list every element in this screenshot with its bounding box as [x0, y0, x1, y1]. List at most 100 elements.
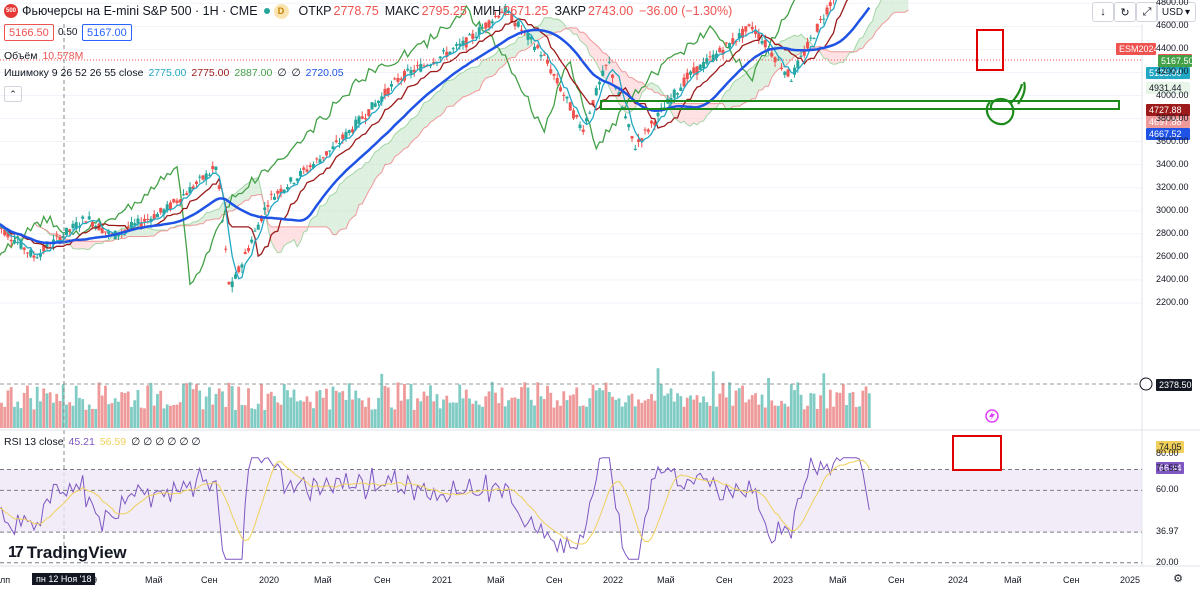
volume-bar	[471, 403, 475, 428]
volume-bar	[780, 400, 783, 428]
candle-body	[12, 240, 16, 244]
volume-bar	[503, 406, 507, 428]
candle-body	[25, 252, 29, 254]
volume-bar	[3, 406, 7, 428]
volume-bar	[182, 383, 185, 428]
candle-body	[168, 202, 172, 210]
cursor-date-label: пн 12 Ноя '18	[32, 573, 96, 585]
volume-bar	[172, 405, 176, 428]
candle-body	[246, 247, 250, 252]
candle-body	[516, 21, 520, 27]
volume-bar	[347, 383, 351, 428]
candle-body	[799, 55, 803, 57]
volume-bar	[442, 399, 445, 428]
candle-body	[402, 70, 406, 81]
volume-bar	[409, 383, 413, 428]
candle-body	[162, 209, 166, 215]
candle-body	[321, 157, 325, 159]
tradingview-mark-icon: 17	[8, 544, 24, 561]
volume-bar	[185, 383, 189, 428]
rsi-legend[interactable]: RSI 13 close 45.21 56.59 ∅ ∅ ∅ ∅ ∅ ∅	[4, 436, 201, 448]
candle-body	[474, 36, 478, 38]
y-axis-tick: 4200.00	[1156, 66, 1189, 77]
ichimoku-cloud-segment	[836, 51, 841, 64]
candle-body	[172, 199, 176, 203]
ichimoku-cloud-segment	[397, 128, 402, 155]
volume-bar	[500, 387, 504, 428]
volume-bar	[429, 385, 432, 428]
candle-body	[204, 173, 208, 180]
candle-body	[513, 22, 517, 27]
candle-body	[360, 116, 364, 119]
ichimoku-cloud-segment	[749, 67, 753, 101]
collapse-legend-icon[interactable]: ⌃	[4, 86, 22, 102]
candle-body	[324, 151, 328, 156]
tenkan-sen-line	[0, 0, 838, 280]
volume-legend[interactable]: Объём 10.578M	[4, 50, 83, 62]
volume-bar	[383, 385, 387, 428]
candle-body	[406, 68, 410, 71]
x-axis-tick: 2023	[773, 575, 794, 585]
volume-bar	[656, 368, 660, 428]
volume-bar	[175, 404, 179, 428]
buy-price-box[interactable]: 5167.00	[82, 24, 132, 41]
candle-body	[386, 88, 390, 96]
volume-bar	[529, 399, 533, 428]
refresh-icon[interactable]: ↻	[1114, 2, 1136, 22]
volume-bar	[380, 373, 384, 428]
candle-body	[789, 80, 793, 82]
currency-select[interactable]: USD ▾	[1156, 2, 1196, 22]
ichimoku-cloud-segment	[427, 99, 431, 127]
ohlc-high-value: 2795.25	[421, 4, 467, 18]
volume-bar	[575, 387, 579, 428]
candle-body	[500, 11, 504, 14]
volume-bar	[240, 404, 244, 428]
candle-body	[159, 207, 163, 213]
ichimoku-cloud-segment	[492, 54, 496, 77]
ichimoku-cloud-segment	[391, 134, 395, 163]
ichimoku-cloud-segment	[654, 84, 659, 93]
candle-body	[292, 183, 296, 185]
ichimoku-cloud-segment	[277, 226, 281, 253]
candle-body	[448, 51, 452, 55]
candle-body	[136, 218, 140, 224]
candle-body	[604, 64, 608, 66]
price-axis-label: ESM2024	[1116, 43, 1159, 55]
candle-body	[399, 78, 403, 80]
ichimoku-cloud-segment	[573, 27, 577, 35]
candle-body	[770, 52, 774, 57]
ichimoku-cloud-segment	[905, 0, 909, 13]
candle-body	[458, 43, 462, 46]
candle-body	[672, 89, 676, 98]
volume-bar	[78, 397, 81, 428]
sell-price-box[interactable]: 5166.50	[4, 24, 54, 41]
price-axis-label: 2378.50	[1156, 379, 1192, 391]
ichimoku-cloud-segment	[417, 108, 421, 137]
ichimoku-cloud-segment	[82, 241, 86, 250]
candle-body	[71, 223, 75, 229]
settings-gear-icon[interactable]: ⚙	[1170, 571, 1186, 585]
candle-body	[6, 231, 10, 238]
volume-bar	[230, 386, 234, 428]
candle-body	[464, 37, 468, 48]
volume-bar	[282, 383, 286, 428]
candle-body	[685, 72, 689, 80]
candle-body	[562, 94, 566, 96]
y-axis-tick: 3800.00	[1156, 112, 1189, 123]
candle-body	[754, 29, 758, 34]
ichimoku-legend[interactable]: Ишимоку 9 26 52 26 55 close 2775.00 2775.…	[4, 67, 344, 79]
rsi-legend-value: 56.59	[99, 436, 127, 448]
volume-bar	[331, 386, 335, 428]
volume-bar	[526, 387, 530, 428]
ichimoku-legend-value: 2775.00	[191, 67, 230, 79]
y-axis-tick: 2400.00	[1156, 273, 1189, 284]
candle-body	[191, 186, 195, 190]
ichimoku-cloud-segment	[345, 176, 350, 229]
volume-bar	[754, 393, 757, 428]
tradingview-logo[interactable]: 17 TradingView	[8, 543, 127, 563]
arrow-down-icon[interactable]: ↓	[1092, 2, 1114, 22]
volume-bar	[422, 391, 426, 428]
expand-icon[interactable]: ⤢	[1136, 2, 1158, 22]
symbol-title[interactable]: Фьючерсы на E-mini S&P 500 · 1H · CME	[22, 4, 258, 18]
